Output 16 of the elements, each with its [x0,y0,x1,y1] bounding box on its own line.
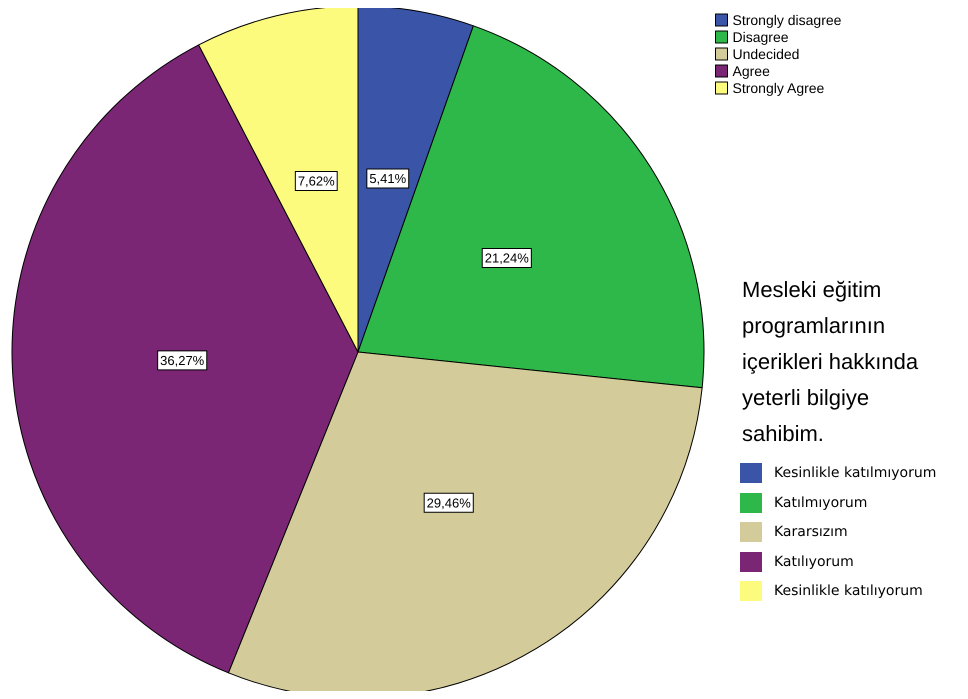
legend-label: Strongly Agree [732,80,825,96]
legend-label: Agree [732,63,770,79]
text: Kesinlikle katılıyorum [774,583,923,599]
data-label: 7,62% [298,174,336,189]
data-label: 36,27% [160,352,205,368]
text: Katılmıyorum [774,494,868,510]
data-label: 29,46% [426,495,472,510]
text: Kararsızım [774,524,848,540]
text: Katılıyorum [774,554,854,570]
data-label: 21,24% [484,250,530,266]
text: Mesleki eğitim programlarının içerikleri hakkında yeterli bilgiye sahibim. [742,276,918,448]
legend-label: Disagree [732,29,789,45]
legend-label: Strongly disagree [732,12,842,28]
legend-label: Undecided [732,46,800,62]
text: Kesinlikle katılmıyorum [774,465,936,481]
data-label: 5,41% [369,171,407,186]
